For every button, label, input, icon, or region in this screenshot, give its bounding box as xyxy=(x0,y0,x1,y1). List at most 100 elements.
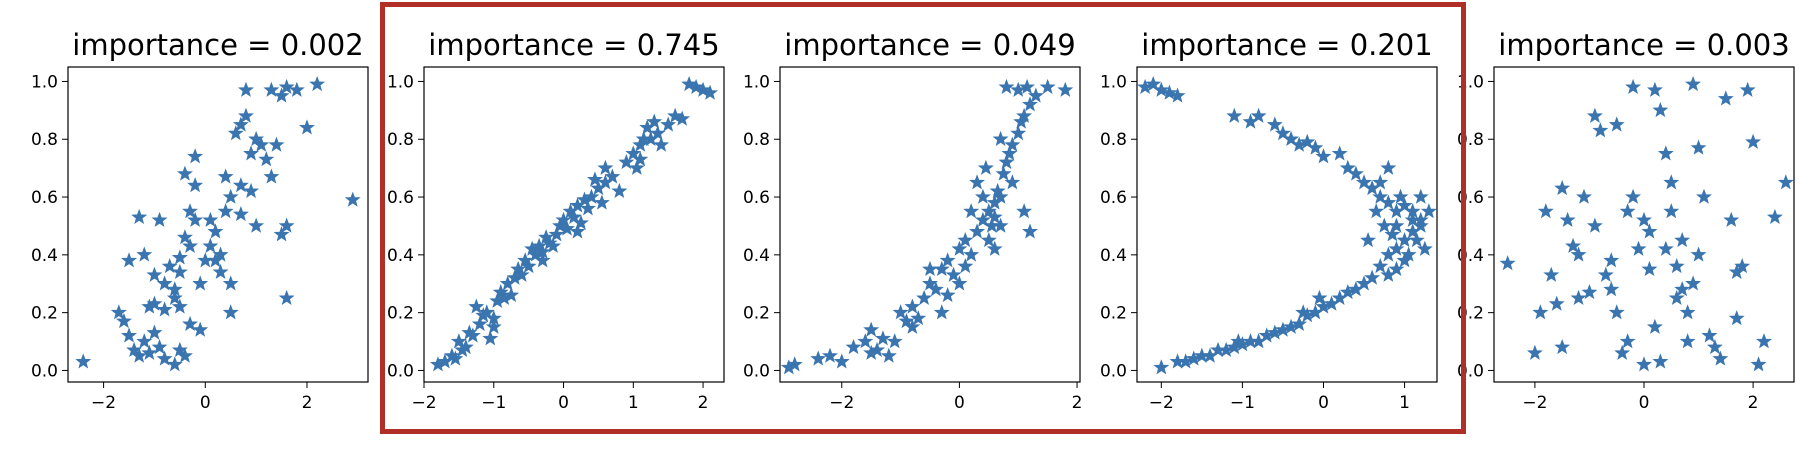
data-point xyxy=(1185,350,1202,366)
data-point xyxy=(273,226,290,242)
data-point xyxy=(986,208,1003,225)
data-point xyxy=(1559,211,1576,227)
data-point xyxy=(238,81,254,97)
data-point xyxy=(1646,318,1663,334)
data-point xyxy=(207,252,224,268)
data-point xyxy=(1685,275,1702,291)
data-point xyxy=(227,125,244,141)
data-point xyxy=(1169,353,1186,369)
data-point xyxy=(604,168,621,184)
data-point xyxy=(660,116,677,132)
data-point xyxy=(1356,174,1372,190)
y-tick-label: 0.2 xyxy=(387,304,414,324)
data-point xyxy=(1712,350,1729,366)
data-point xyxy=(1266,324,1283,340)
x-tick-label: 2 xyxy=(302,393,313,413)
data-point xyxy=(146,266,163,282)
data-point xyxy=(1283,130,1300,147)
data-point xyxy=(892,304,909,320)
data-point xyxy=(545,237,562,253)
data-point xyxy=(232,177,249,193)
y-tick-label: 0.2 xyxy=(1457,304,1484,324)
data-point xyxy=(992,217,1009,233)
data-point xyxy=(482,330,499,346)
data-point xyxy=(880,347,897,363)
data-point xyxy=(904,298,921,314)
x-tick-label: −2 xyxy=(91,393,116,413)
data-point xyxy=(974,211,991,227)
data-point xyxy=(1404,223,1421,239)
x-tick-label: 0 xyxy=(558,393,569,413)
data-point xyxy=(217,203,234,219)
subplot-3: importance = 0.049 0.0 0.2 0.4 0.6 0.8 1.0 −2 0 2 xyxy=(743,28,1083,413)
data-point xyxy=(969,223,986,239)
data-point xyxy=(1347,281,1364,297)
data-point xyxy=(1004,136,1021,152)
y-tick-label: 0.6 xyxy=(31,188,58,208)
x-tick-label: −1 xyxy=(1230,393,1255,413)
data-point xyxy=(1641,260,1658,277)
data-point xyxy=(1674,232,1691,248)
data-point xyxy=(1668,258,1685,274)
data-point xyxy=(513,266,530,282)
axes-frame xyxy=(67,66,369,383)
data-point xyxy=(278,78,295,94)
data-point xyxy=(1193,347,1210,363)
data-point xyxy=(212,263,229,279)
data-point xyxy=(1010,125,1027,141)
data-point xyxy=(957,258,974,274)
data-point xyxy=(1586,217,1603,233)
data-point xyxy=(1392,188,1409,204)
y-tick-label: 0.2 xyxy=(31,304,58,324)
data-point xyxy=(951,275,968,291)
data-point xyxy=(1619,333,1636,349)
y-tick-label: 1.0 xyxy=(1100,72,1127,92)
x-tick-label: −1 xyxy=(481,393,506,413)
x-tick-label: 2 xyxy=(698,393,709,413)
data-point xyxy=(628,159,645,175)
data-point xyxy=(110,304,127,320)
data-point xyxy=(1400,246,1417,262)
data-point xyxy=(232,206,249,222)
y-tick-label: 1.0 xyxy=(1457,72,1484,92)
data-point xyxy=(146,324,163,340)
data-point xyxy=(822,347,838,363)
data-point xyxy=(1274,125,1291,141)
data-point xyxy=(1001,145,1018,161)
subplot-title: importance = 0.049 xyxy=(784,28,1075,62)
data-point xyxy=(171,249,188,265)
subplot-2: importance = 0.745 0.0 0.2 0.4 0.6 0.8 1.0 −2 −1… xyxy=(387,28,725,413)
data-point xyxy=(1019,78,1036,94)
data-point xyxy=(863,344,880,360)
data-point xyxy=(1603,281,1620,297)
data-point xyxy=(192,275,209,291)
data-point xyxy=(238,107,254,123)
data-point xyxy=(222,188,239,204)
data-point xyxy=(1646,81,1663,97)
data-point xyxy=(916,289,933,305)
x-tick-label: 0 xyxy=(200,393,211,413)
data-point xyxy=(1396,197,1413,213)
data-point xyxy=(166,356,183,372)
data-point xyxy=(1701,327,1718,343)
data-point xyxy=(485,318,502,334)
data-point xyxy=(166,289,183,305)
data-point xyxy=(1416,240,1433,256)
data-point xyxy=(1153,359,1170,375)
data-point xyxy=(625,145,642,161)
data-point xyxy=(243,145,259,161)
data-point xyxy=(1368,203,1385,219)
data-point xyxy=(1283,318,1300,334)
data-point xyxy=(182,315,198,331)
data-point xyxy=(1412,188,1429,204)
data-point xyxy=(136,333,153,349)
data-point xyxy=(177,347,193,363)
y-tick-label: 0.4 xyxy=(1100,246,1127,266)
data-point xyxy=(593,194,610,210)
data-point xyxy=(1331,145,1348,161)
data-point xyxy=(503,286,520,303)
data-point xyxy=(649,125,666,141)
data-point xyxy=(1266,116,1283,132)
data-point xyxy=(586,171,603,187)
y-tick-label: 0.4 xyxy=(1457,246,1484,266)
